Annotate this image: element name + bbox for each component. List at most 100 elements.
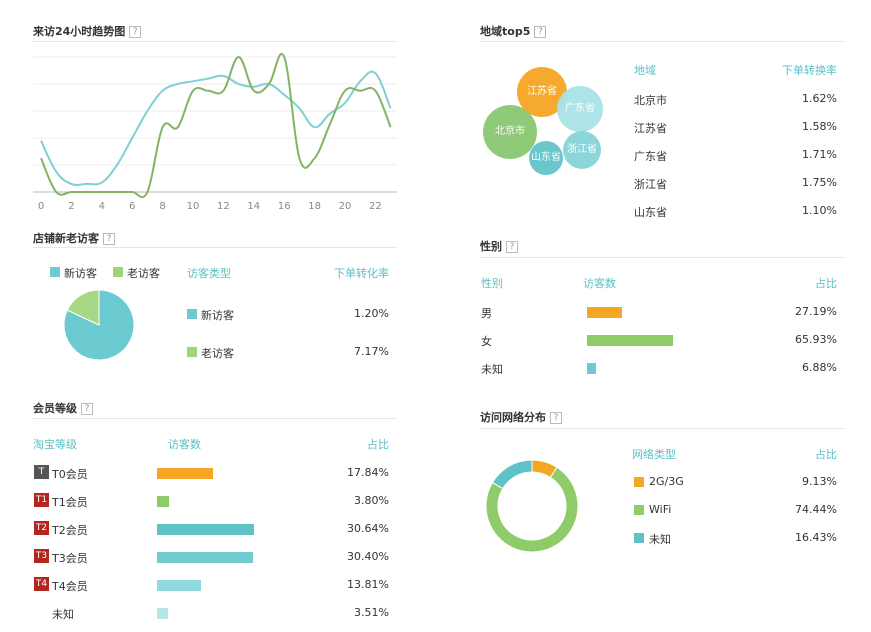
x-tick-label: 20 <box>339 201 352 212</box>
legend-label-new: 新访客 <box>64 267 97 280</box>
region-bubble: 广东省 <box>557 86 603 132</box>
visitor-swatch <box>187 347 197 357</box>
x-tick-label: 4 <box>99 201 105 212</box>
visitor-type: 老访客 <box>201 347 234 360</box>
x-tick-label: 18 <box>308 201 321 212</box>
member-bar <box>157 468 214 479</box>
member-header-count: 访客数 <box>168 438 201 451</box>
network-type: 2G/3G <box>649 475 684 488</box>
series-line-1 <box>40 70 392 186</box>
pie-slice <box>63 289 135 361</box>
legend-swatch-new <box>50 267 60 277</box>
tier-badge-icon: T4 <box>34 577 49 591</box>
gender-header-share: 占比 <box>815 277 837 290</box>
help-icon[interactable]: ? <box>534 26 547 38</box>
hourly-title: 来访24小时趋势图? <box>33 23 142 39</box>
gender-bar <box>587 335 673 346</box>
member-bar <box>157 496 170 507</box>
legend-swatch-old <box>113 267 123 277</box>
member-share: 3.80% <box>354 494 389 507</box>
x-tick-label: 14 <box>247 201 260 212</box>
region-title: 地域top5? <box>480 23 547 39</box>
visitor-type: 新访客 <box>201 309 234 322</box>
help-icon[interactable]: ? <box>103 233 115 245</box>
network-title-text: 访问网络分布 <box>480 411 546 424</box>
network-title: 访问网络分布? <box>480 409 562 425</box>
legend-label-old: 老访客 <box>127 267 160 280</box>
visitors-header-rate: 下单转化率 <box>334 267 389 280</box>
region-bubble-label: 北京市 <box>495 126 525 137</box>
x-tick-label: 12 <box>217 201 230 212</box>
pie-slice <box>66 289 100 326</box>
region-rate: 1.75% <box>802 176 837 189</box>
network-share: 16.43% <box>795 531 837 544</box>
help-icon[interactable]: ? <box>550 412 562 424</box>
donut-segment <box>531 459 558 479</box>
help-icon[interactable]: ? <box>506 241 518 253</box>
member-title: 会员等级? <box>33 400 93 416</box>
gender-header-name: 性别 <box>481 277 503 290</box>
member-share: 13.81% <box>347 578 389 591</box>
x-tick-label: 16 <box>278 201 291 212</box>
network-header-share: 占比 <box>815 448 837 461</box>
donut-segment <box>491 459 533 490</box>
gender-name: 女 <box>481 335 492 348</box>
x-tick-label: 10 <box>187 201 200 212</box>
visitors-title-text: 店铺新老访客 <box>33 232 99 245</box>
divider <box>33 247 397 248</box>
region-name: 北京市 <box>634 94 667 107</box>
network-swatch <box>634 533 644 543</box>
visitors-title: 店铺新老访客? <box>33 230 115 246</box>
network-swatch <box>634 477 644 487</box>
member-bar <box>157 580 201 591</box>
member-name: T2会员 <box>52 524 88 537</box>
region-bubble: 北京市 <box>483 105 537 159</box>
visitors-header-type: 访客类型 <box>187 267 231 280</box>
region-title-text: 地域top5 <box>480 25 531 38</box>
visitor-swatch <box>187 309 197 319</box>
gender-bar <box>587 307 623 318</box>
member-name: T1会员 <box>52 496 88 509</box>
region-bubble: 山东省 <box>529 141 563 175</box>
member-name: T4会员 <box>52 580 88 593</box>
help-icon[interactable]: ? <box>81 403 93 415</box>
gender-name: 未知 <box>481 363 503 376</box>
member-bar <box>157 524 254 535</box>
visitor-rate: 1.20% <box>354 307 389 320</box>
member-bar <box>157 552 254 563</box>
divider <box>480 41 845 42</box>
network-type: 未知 <box>649 533 671 546</box>
region-rate: 1.58% <box>802 120 837 133</box>
gender-title: 性别? <box>480 238 518 254</box>
member-header-name: 淘宝等级 <box>33 438 77 451</box>
x-tick-label: 6 <box>129 201 135 212</box>
member-header-share: 占比 <box>367 438 389 451</box>
gender-header-count: 访客数 <box>583 277 616 290</box>
network-share: 9.13% <box>802 475 837 488</box>
region-bubble-label: 山东省 <box>531 152 561 163</box>
tier-badge-icon: T1 <box>34 493 49 507</box>
series-line-2 <box>40 53 392 199</box>
gender-share: 65.93% <box>795 333 837 346</box>
region-name: 江苏省 <box>634 122 667 135</box>
hourly-title-text: 来访24小时趋势图 <box>33 25 126 38</box>
x-tick-label: 0 <box>38 201 44 212</box>
region-rate: 1.10% <box>802 204 837 217</box>
gender-share: 27.19% <box>795 305 837 318</box>
help-icon[interactable]: ? <box>129 26 142 38</box>
x-tick-label: 22 <box>369 201 382 212</box>
visitor-rate: 7.17% <box>354 345 389 358</box>
network-share: 74.44% <box>795 503 837 516</box>
region-rate: 1.71% <box>802 148 837 161</box>
divider <box>480 257 845 258</box>
network-swatch <box>634 505 644 515</box>
donut-segment <box>485 466 579 553</box>
tier-badge-icon: T2 <box>34 521 49 535</box>
member-bar <box>157 608 169 619</box>
region-bubble: 浙江省 <box>563 131 601 169</box>
divider <box>33 41 397 42</box>
x-tick-label: 8 <box>159 201 165 212</box>
